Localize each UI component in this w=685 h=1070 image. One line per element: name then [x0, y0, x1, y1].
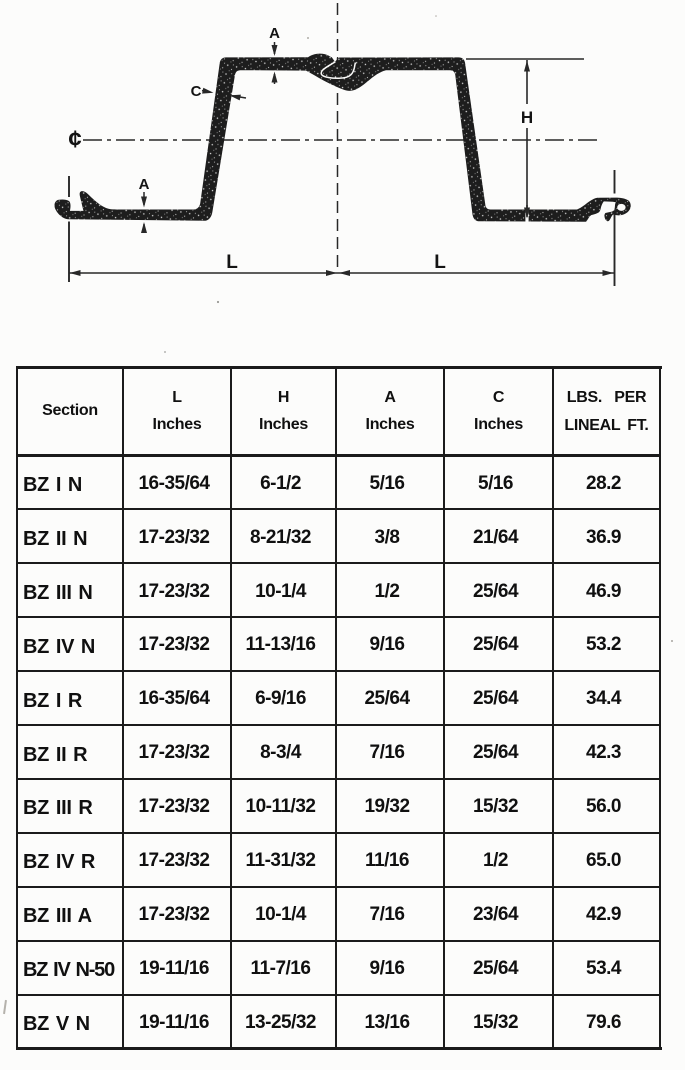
svg-text:C: C	[191, 83, 202, 100]
svg-text:L: L	[434, 252, 446, 273]
svg-text:¢: ¢	[68, 126, 81, 153]
svg-text:H: H	[521, 108, 533, 127]
svg-text:A: A	[139, 176, 150, 193]
svg-text:A: A	[269, 25, 280, 42]
svg-text:L: L	[226, 252, 238, 273]
